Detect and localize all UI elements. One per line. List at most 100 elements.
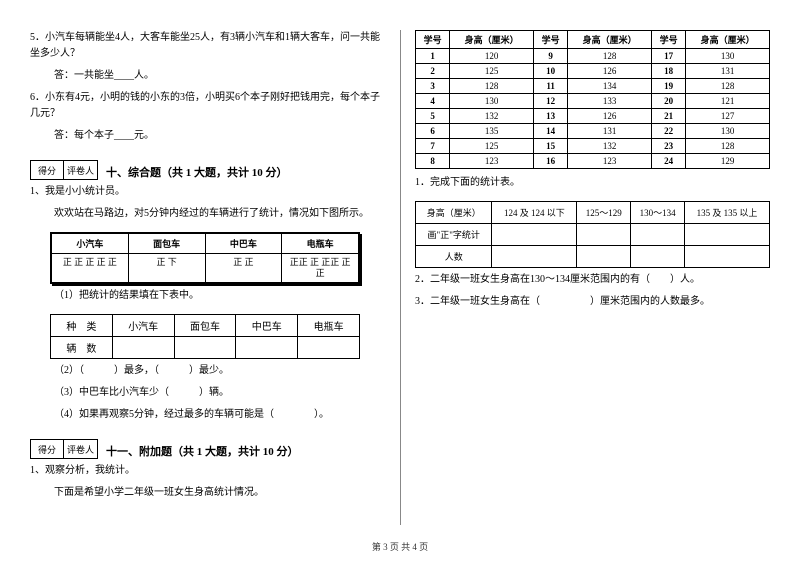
hh-3: 身高（厘米） [568, 31, 652, 49]
table-cell: 128 [686, 139, 770, 154]
question-5: 5．小汽车每辆能坐4人，大客车能坐25人，有3辆小汽车和1辆大客车，问一共能坐多… [30, 30, 385, 62]
table-cell: 131 [568, 124, 652, 139]
s10-q1: 1、我是小小统计员。 [30, 184, 385, 200]
table-cell: 126 [568, 64, 652, 79]
s10-sub3: （3）中巴车比小汽车少（ ）辆。 [30, 385, 385, 401]
stat-table: 身高（厘米） 124 及 124 以下 125～129 130～134 135 … [415, 201, 770, 268]
stat-r1-c3 [631, 224, 685, 246]
table-cell: 132 [568, 139, 652, 154]
tally-chart: 小汽车 面包车 中巴车 电瓶车 正 正 正 正 正 正 下 正 正 正正 正 正… [50, 232, 360, 284]
table-cell: 4 [416, 94, 450, 109]
hh-2: 学号 [533, 31, 567, 49]
table-cell: 20 [651, 94, 685, 109]
section-10-title: 十、综合题（共 1 大题，共计 10 分） [106, 164, 288, 180]
stat-h-4: 135 及 135 以上 [685, 202, 770, 224]
heights-header-row: 学号 身高（厘米） 学号 身高（厘米） 学号 身高（厘米） [416, 31, 770, 49]
column-divider [400, 30, 401, 525]
table-cell: 21 [651, 109, 685, 124]
table-cell: 126 [568, 109, 652, 124]
stat-r1-c4 [685, 224, 770, 246]
tally-h-3: 电瓶车 [282, 234, 358, 253]
page-footer: 第 3 页 共 4 页 [0, 540, 800, 553]
right-q2: 2．二年级一班女生身高在130～134厘米范围内的有（ ）人。 [415, 272, 770, 288]
table-cell: 2 [416, 64, 450, 79]
table-cell: 17 [651, 49, 685, 64]
section-11-title: 十一、附加题（共 1 大题，共计 10 分） [106, 443, 299, 459]
table-cell: 125 [450, 64, 534, 79]
table-cell: 13 [533, 109, 567, 124]
stat-r1-c1 [492, 224, 577, 246]
tally-v-3: 正正 正 正正 正正 [282, 254, 358, 282]
question-6: 6．小东有4元，小明的钱的小东的3倍，小明买6个本子刚好把钱用完，每个本子几元？ [30, 90, 385, 122]
left-column: 5．小汽车每辆能坐4人，大客车能坐25人，有3辆小汽车和1辆大客车，问一共能坐多… [30, 30, 385, 507]
right-q1: 1．完成下面的统计表。 [415, 175, 770, 191]
tally-h-2: 中巴车 [206, 234, 283, 253]
hh-5: 身高（厘米） [686, 31, 770, 49]
s10-sub4: （4）如果再观察5分钟，经过最多的车辆可能是（ ）。 [30, 407, 385, 423]
stat-r1-label: 画"正"字统计 [416, 224, 492, 246]
res-c1 [112, 337, 174, 359]
table-row: 71251513223128 [416, 139, 770, 154]
table-cell: 11 [533, 79, 567, 94]
hh-4: 学号 [651, 31, 685, 49]
stat-h-1: 124 及 124 以下 [492, 202, 577, 224]
table-cell: 18 [651, 64, 685, 79]
table-cell: 7 [416, 139, 450, 154]
answer-6: 答：每个本子____元。 [30, 128, 385, 144]
table-cell: 121 [686, 94, 770, 109]
table-cell: 19 [651, 79, 685, 94]
table-cell: 130 [686, 124, 770, 139]
table-row: 51321312621127 [416, 109, 770, 124]
table-row: 41301213320121 [416, 94, 770, 109]
stat-r2-label: 人数 [416, 246, 492, 268]
score-label-11: 得分 [30, 439, 64, 459]
stat-r2-c2 [577, 246, 631, 268]
hh-0: 学号 [416, 31, 450, 49]
stat-h-3: 130～134 [631, 202, 685, 224]
table-cell: 135 [450, 124, 534, 139]
res-h-3: 中巴车 [236, 315, 298, 337]
table-cell: 22 [651, 124, 685, 139]
res-h-0: 种 类 [51, 315, 113, 337]
table-cell: 125 [450, 139, 534, 154]
table-cell: 14 [533, 124, 567, 139]
table-cell: 130 [686, 49, 770, 64]
table-cell: 133 [568, 94, 652, 109]
res-row-label: 辆 数 [51, 337, 113, 359]
tally-h-1: 面包车 [129, 234, 206, 253]
result-table: 种 类 小汽车 面包车 中巴车 电瓶车 辆 数 [50, 314, 360, 359]
table-cell: 128 [450, 79, 534, 94]
table-cell: 123 [450, 154, 534, 169]
table-cell: 8 [416, 154, 450, 169]
table-cell: 120 [450, 49, 534, 64]
hh-1: 身高（厘米） [450, 31, 534, 49]
table-row: 1120912817130 [416, 49, 770, 64]
table-cell: 23 [651, 139, 685, 154]
stat-r2-c3 [631, 246, 685, 268]
stat-r1-c2 [577, 224, 631, 246]
tally-v-2: 正 正 [206, 254, 283, 282]
grader-label-11: 评卷人 [64, 439, 98, 459]
table-row: 61351413122130 [416, 124, 770, 139]
table-cell: 1 [416, 49, 450, 64]
s11-q1: 1、观察分析，我统计。 [30, 463, 385, 479]
grader-label: 评卷人 [64, 160, 98, 180]
table-cell: 9 [533, 49, 567, 64]
score-label: 得分 [30, 160, 64, 180]
table-row: 21251012618131 [416, 64, 770, 79]
s10-sub2: （2）（ ）最多，（ ）最少。 [30, 363, 385, 379]
table-cell: 3 [416, 79, 450, 94]
res-h-4: 电瓶车 [298, 315, 360, 337]
table-cell: 134 [568, 79, 652, 94]
s10-sub1: （1）把统计的结果填在下表中。 [30, 288, 385, 304]
right-q3: 3．二年级一班女生身高在（ ）厘米范围内的人数最多。 [415, 294, 770, 310]
table-cell: 5 [416, 109, 450, 124]
res-c4 [298, 337, 360, 359]
tally-h-0: 小汽车 [52, 234, 129, 253]
table-cell: 15 [533, 139, 567, 154]
table-cell: 129 [686, 154, 770, 169]
table-cell: 16 [533, 154, 567, 169]
res-c2 [174, 337, 236, 359]
table-row: 31281113419128 [416, 79, 770, 94]
s11-q1-desc: 下面是希望小学二年级一班女生身高统计情况。 [30, 485, 385, 501]
